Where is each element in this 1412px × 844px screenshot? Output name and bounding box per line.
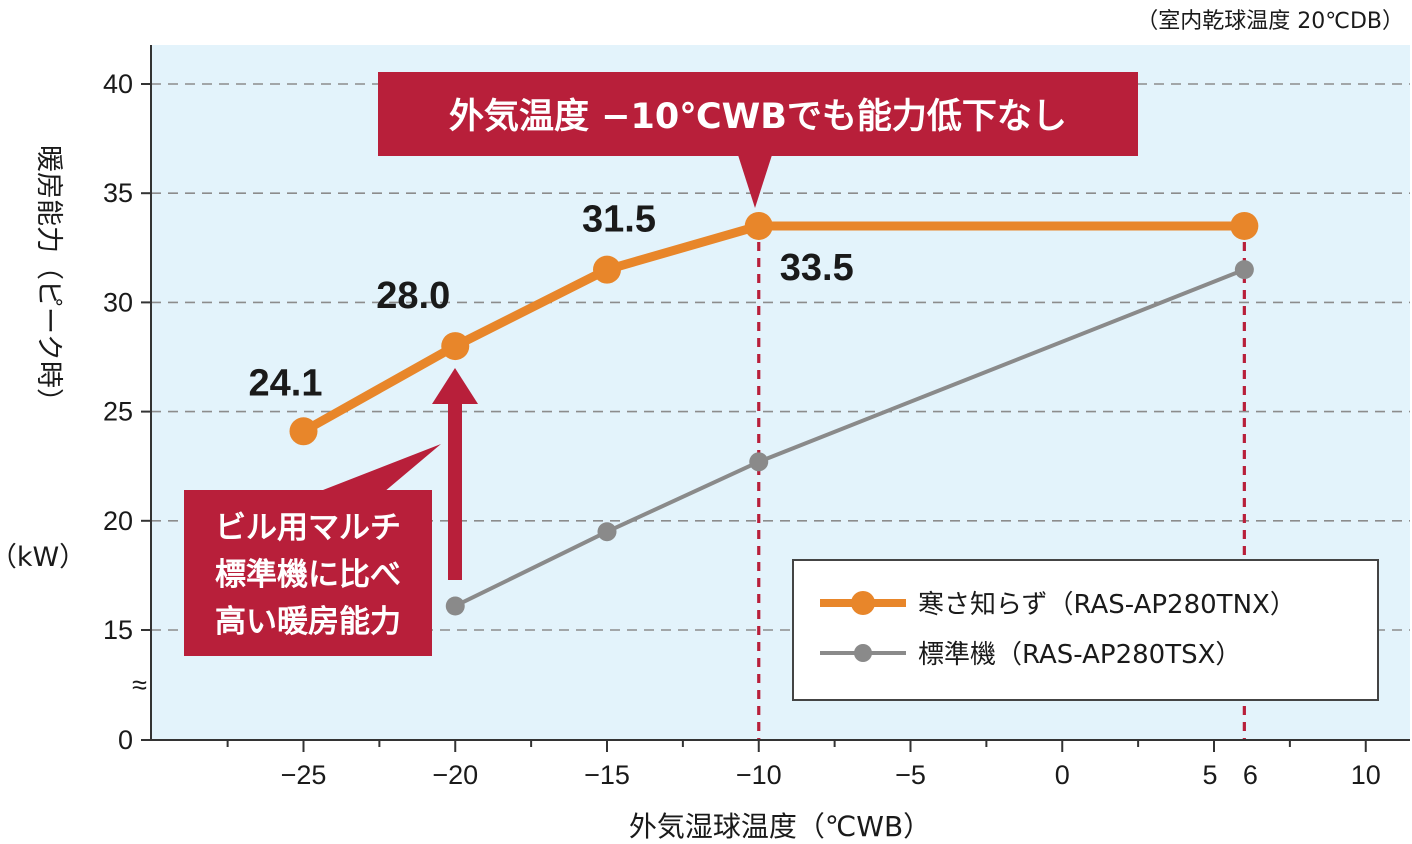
- x-tick-label: −20: [432, 760, 478, 790]
- condition-note: （室内乾球温度 20℃DB）: [1136, 9, 1404, 34]
- x-tick-label: −5: [895, 760, 926, 790]
- data-label: 33.5: [780, 247, 854, 289]
- y-axis-title: 暖房能力（ピーク時）: [33, 145, 64, 415]
- legend: 寒さ知らず（RAS-AP280TNX） 標準機（RAS-AP280TSX）: [792, 559, 1379, 701]
- left-callout-pointer: [323, 444, 441, 492]
- y-tick-label: 0: [118, 725, 133, 755]
- y-tick-label: 15: [103, 615, 133, 645]
- axis-break-symbol: ≈: [132, 670, 147, 700]
- x-tick-label: 5: [1202, 760, 1217, 790]
- data-label: 28.0: [376, 275, 450, 317]
- y-tick-label: 30: [103, 287, 133, 317]
- data-point: [749, 452, 769, 472]
- x-tick-label: 6: [1243, 760, 1258, 790]
- y-tick-label: 25: [103, 397, 133, 427]
- data-label: 24.1: [249, 362, 323, 404]
- legend-marker: [854, 644, 872, 662]
- x-tick-label: −15: [584, 760, 630, 790]
- data-point: [1234, 260, 1254, 280]
- data-point: [1230, 211, 1259, 240]
- data-point: [744, 211, 773, 240]
- y-tick-label: 40: [103, 69, 133, 99]
- legend-label: 寒さ知らず（RAS-AP280TNX）: [918, 590, 1296, 620]
- y-axis-unit: （kW）: [0, 542, 86, 573]
- x-tick-label: 10: [1351, 760, 1381, 790]
- legend-box: [792, 559, 1379, 701]
- top-callout-text: 外気温度 −10℃WBでも能力低下なし: [449, 97, 1067, 137]
- top-callout-box: [378, 72, 1138, 156]
- data-point: [593, 255, 621, 284]
- data-point: [289, 417, 318, 446]
- y-tick-label: 20: [103, 506, 133, 536]
- x-tick-label: −10: [736, 760, 782, 790]
- data-point: [445, 596, 465, 616]
- series-line-2: [454, 267, 1246, 608]
- left-callout-text: 高い暖房能力: [215, 604, 401, 640]
- x-tick-label: 0: [1055, 760, 1070, 790]
- data-labels: 24.1 28.0 31.5 33.5: [249, 199, 854, 405]
- improvement-arrow-head: [432, 368, 478, 404]
- legend-marker: [851, 591, 875, 615]
- left-callout-box: [184, 490, 432, 656]
- x-tick-label: −25: [281, 760, 327, 790]
- left-callout-text: ビル用マルチ: [215, 510, 401, 546]
- y-tick-label: 35: [103, 178, 133, 208]
- x-axis-title: 外気湿球温度（℃WB）: [629, 810, 931, 843]
- legend-label: 標準機（RAS-AP280TSX）: [918, 640, 1241, 670]
- axes: 0 15 20 25 30 35 40 −25 −20 −15 −10 −5 0 5 6 10 ≈ 暖房能力（ピー…: [0, 45, 1410, 790]
- top-callout-pointer: [738, 155, 772, 208]
- left-callout-text: 標準機に比べ: [215, 557, 401, 593]
- series-lines: [289, 211, 1259, 616]
- data-point: [597, 522, 617, 542]
- data-label: 31.5: [582, 199, 656, 241]
- reference-lines: [757, 225, 1246, 740]
- data-point: [441, 332, 470, 361]
